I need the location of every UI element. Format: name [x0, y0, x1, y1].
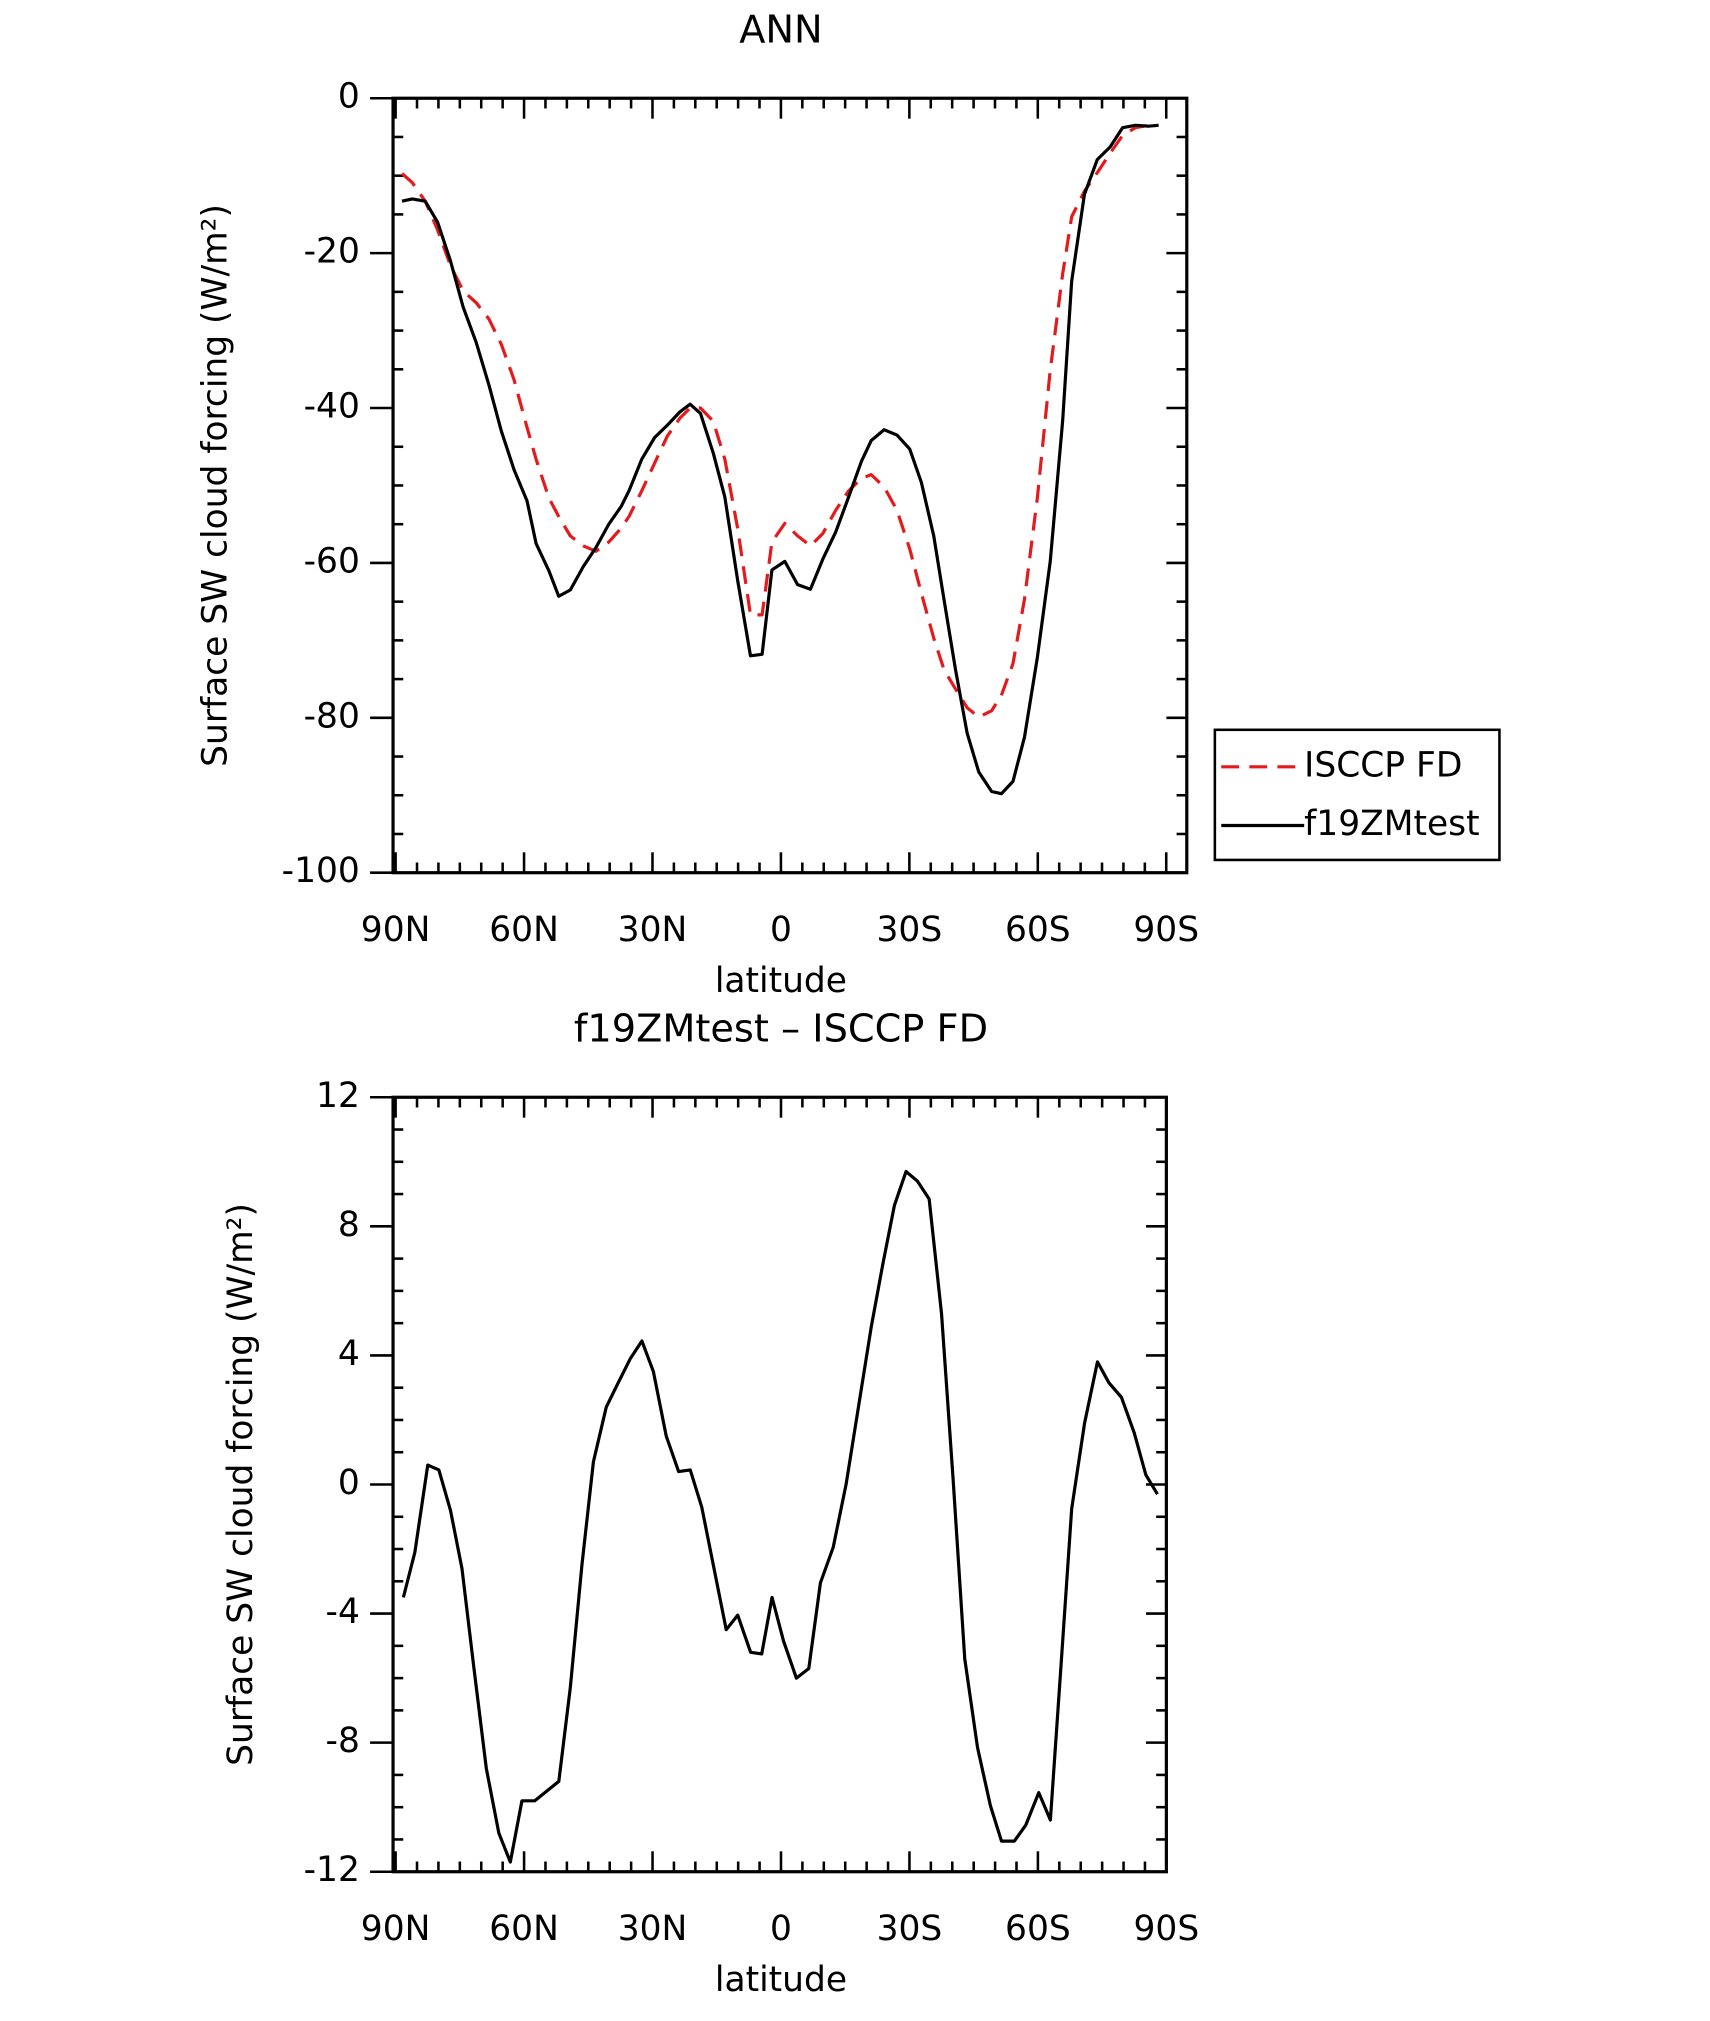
y-axis-label: Surface SW cloud forcing (W/m²) — [195, 204, 235, 767]
data-line — [400, 123, 1159, 719]
y-tick-label: -8 — [326, 1721, 360, 1761]
y-tick-label: 4 — [338, 1334, 360, 1374]
x-tick-label: 0 — [770, 910, 792, 950]
y-tick-label: -80 — [304, 696, 360, 736]
y-tick-label: 12 — [316, 1076, 360, 1116]
chart-title: ANN — [739, 7, 822, 52]
panel: ANN latitude Surface SW cloud forcing (W/m… — [195, 7, 1501, 1001]
legend-label: ISCCP FD — [1304, 745, 1462, 785]
x-tick-label: 90N — [361, 1909, 431, 1949]
y-tick-label: 0 — [338, 1463, 360, 1503]
y-tick-label: 8 — [338, 1205, 360, 1245]
x-tick-label: 60N — [489, 1909, 559, 1949]
x-tick-label: 60S — [1005, 910, 1071, 950]
plot-frame — [391, 1095, 1168, 1874]
data-line — [401, 123, 1159, 796]
x-tick-label: 90S — [1134, 1909, 1200, 1949]
chart-title: f19ZMtest – ISCCP FD — [574, 1006, 988, 1051]
x-tick-label: 0 — [770, 1909, 792, 1949]
x-tick-label: 30S — [877, 1909, 943, 1949]
x-tick-label: 30S — [877, 910, 943, 950]
y-tick-label: -12 — [304, 1850, 360, 1890]
legend-label: f19ZMtest — [1304, 804, 1479, 844]
y-tick-label: 0 — [338, 77, 360, 117]
x-tick-label: 30N — [618, 910, 688, 950]
data-line — [401, 1169, 1159, 1864]
x-axis-label: latitude — [715, 1960, 847, 2000]
x-tick-label: 90N — [361, 910, 431, 950]
legend-box — [1213, 728, 1501, 862]
x-tick-label: 60N — [489, 910, 559, 950]
panel: f19ZMtest – ISCCP FD latitude Surface SW c… — [221, 1006, 1199, 2000]
y-tick-label: -60 — [304, 541, 360, 581]
plot-frame — [391, 96, 1189, 875]
y-axis-label: Surface SW cloud forcing (W/m²) — [221, 1203, 261, 1766]
y-tick-label: -4 — [326, 1592, 360, 1632]
y-tick-label: -100 — [282, 851, 360, 891]
x-tick-label: 60S — [1005, 1909, 1071, 1949]
y-tick-label: -40 — [304, 387, 360, 427]
x-tick-label: 30N — [618, 1909, 688, 1949]
y-tick-label: -20 — [304, 232, 360, 272]
x-axis-label: latitude — [715, 961, 847, 1001]
x-tick-label: 90S — [1133, 910, 1199, 950]
